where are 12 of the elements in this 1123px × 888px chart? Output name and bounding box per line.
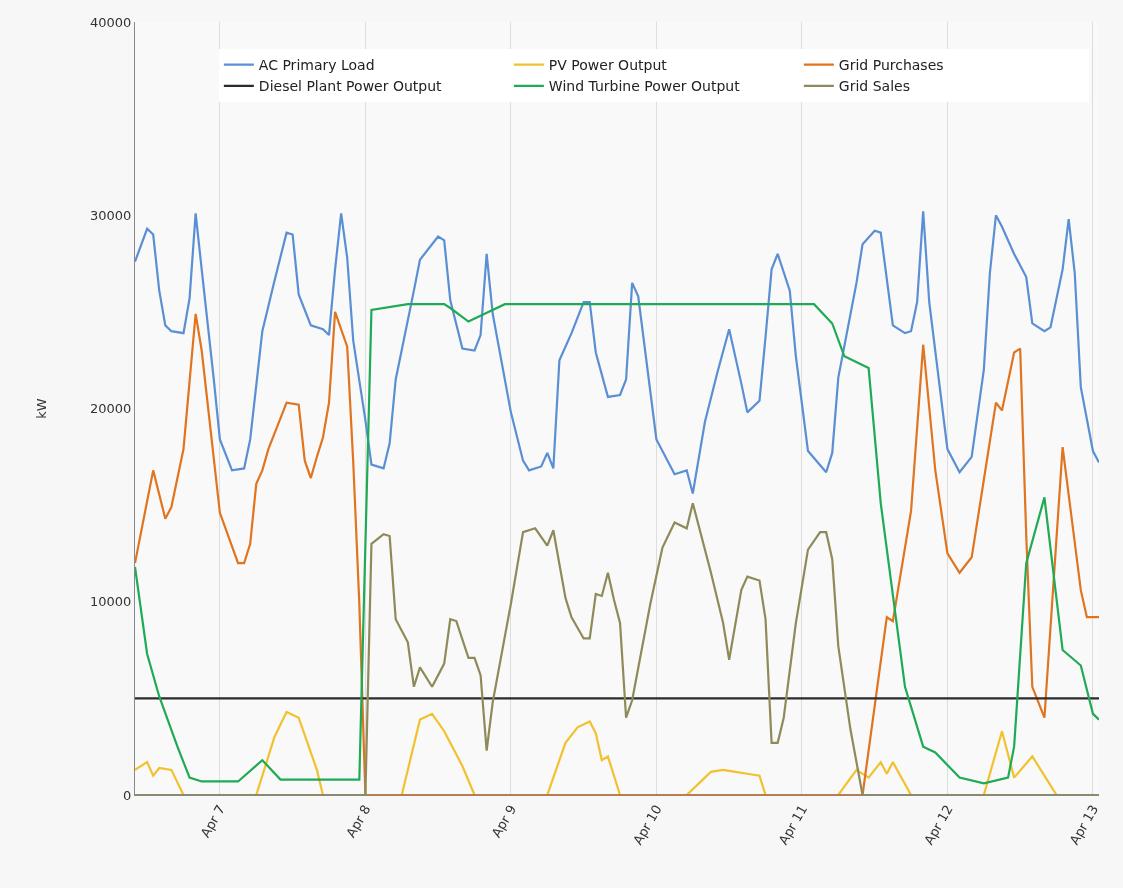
- legend-label: Wind Turbine Power Output: [548, 78, 741, 95]
- y-tick-label: 40000: [90, 14, 132, 30]
- y-tick-label: 20000: [90, 401, 132, 417]
- y-tick-label: 10000: [90, 594, 132, 610]
- y-axis-title: kW: [33, 398, 49, 419]
- legend-label: Grid Purchases: [838, 57, 944, 74]
- legend-label: PV Power Output: [548, 57, 668, 74]
- legend-label: Diesel Plant Power Output: [258, 78, 443, 95]
- legend-label: AC Primary Load: [258, 57, 375, 74]
- legend-label: Grid Sales: [838, 78, 910, 95]
- y-tick-label: 0: [123, 787, 132, 803]
- y-tick-label: 30000: [90, 207, 132, 223]
